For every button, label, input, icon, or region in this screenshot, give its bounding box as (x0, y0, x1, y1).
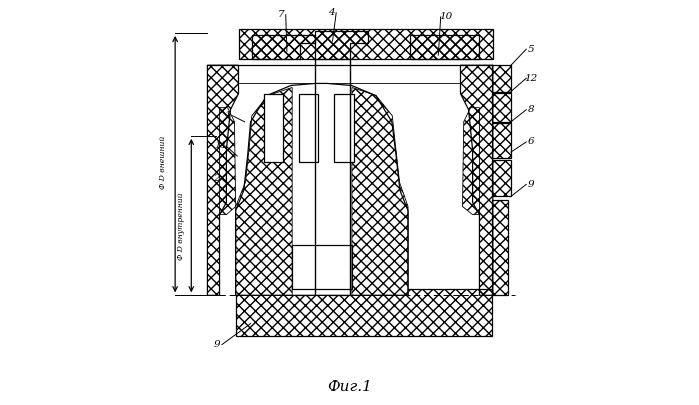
Text: 7: 7 (278, 10, 284, 19)
Polygon shape (236, 83, 408, 295)
Bar (491, 160, 511, 196)
Text: 5: 5 (528, 45, 535, 53)
Text: Ф D внутренний: Ф D внутренний (177, 193, 185, 260)
Text: 9: 9 (528, 180, 535, 189)
Bar (491, 93, 511, 122)
Text: 11: 11 (215, 141, 228, 151)
Text: 12: 12 (524, 74, 538, 83)
Bar (334, 94, 354, 162)
Text: 1: 1 (224, 111, 231, 120)
Bar (331, 289, 347, 295)
Bar (295, 289, 310, 295)
Bar (491, 123, 511, 158)
Text: Фиг.1: Фиг.1 (327, 380, 372, 394)
Text: Ф D внешний: Ф D внешний (159, 136, 167, 189)
Bar (491, 200, 507, 295)
Text: 9: 9 (214, 340, 220, 349)
Bar (264, 94, 283, 162)
Text: 8: 8 (528, 105, 535, 114)
Bar (299, 94, 319, 162)
Bar (491, 65, 511, 92)
Text: 6: 6 (528, 137, 535, 147)
Text: 4: 4 (328, 9, 335, 17)
Text: 2: 2 (213, 174, 219, 183)
Bar (292, 245, 352, 289)
Text: 10: 10 (439, 12, 452, 21)
